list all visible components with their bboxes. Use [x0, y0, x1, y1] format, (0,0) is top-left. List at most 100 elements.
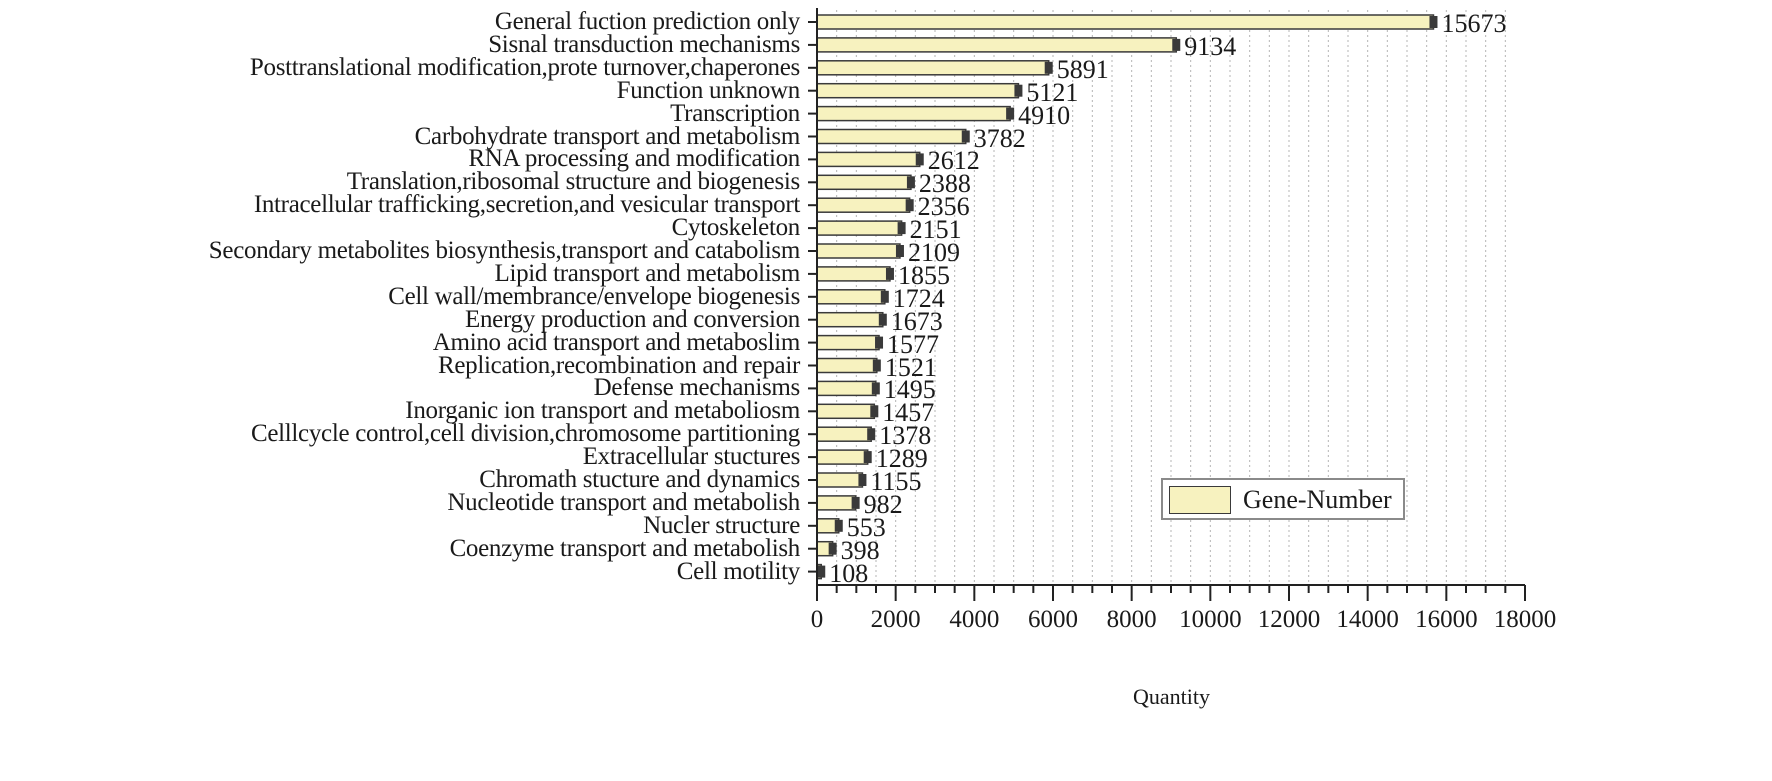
value-label: 1378 — [879, 421, 932, 451]
category-label: General fuction prediction only — [494, 8, 800, 35]
category-label: Extracellular stuctures — [582, 443, 801, 471]
value-label: 553 — [846, 512, 886, 542]
category-label: Energy production and conversion — [465, 305, 800, 333]
legend-swatch — [1169, 486, 1231, 514]
bar — [816, 495, 857, 511]
category-label: Function unknown — [616, 76, 801, 104]
value-label: 1521 — [884, 352, 937, 382]
value-label: 9134 — [1184, 31, 1237, 61]
bar — [816, 243, 901, 259]
x-tick-label: 18000 — [1493, 606, 1557, 633]
category-label: Amino acid transport and metaboslim — [432, 328, 801, 356]
category-label: Carbohydrate transport and metabolism — [414, 122, 801, 150]
value-label: 1855 — [897, 260, 950, 290]
bar-end-marker — [880, 290, 889, 303]
bar-end-marker — [851, 496, 860, 509]
bar — [816, 449, 869, 465]
value-label: 2151 — [909, 215, 962, 245]
x-tick-label: 8000 — [1106, 606, 1157, 633]
category-labels: General fuction prediction only Sisnal tr… — [0, 0, 801, 600]
x-tick-label: 6000 — [1028, 606, 1078, 633]
value-label: 2109 — [907, 238, 960, 267]
x-tick-label: 2000 — [870, 606, 921, 633]
category-label: Secondary metabolites biosynthesis,trans… — [208, 237, 801, 264]
category-label: Cell wall/membrance/envelope biogenesis — [388, 282, 800, 310]
value-label: 1289 — [875, 444, 928, 474]
value-label: 15673 — [1441, 9, 1507, 38]
bar — [816, 82, 1020, 99]
category-label: Inorganic ion transport and metaboliosm — [405, 397, 800, 425]
bar-end-marker — [915, 153, 924, 166]
bar — [816, 266, 891, 282]
bar-end-marker — [961, 130, 970, 143]
value-label: 1673 — [890, 306, 943, 336]
bar-end-marker — [897, 222, 906, 235]
bar — [816, 128, 967, 145]
category-label: Celllcycle control,cell division,chromos… — [250, 420, 800, 448]
bar-end-marker — [878, 313, 887, 326]
category-label: Intracellular trafficking,secretion,and … — [253, 191, 800, 219]
bar — [816, 151, 921, 168]
category-label: Nucler structure — [643, 511, 800, 539]
value-label: 5891 — [1056, 54, 1109, 84]
bar-end-marker — [867, 428, 876, 441]
bar — [816, 105, 1011, 122]
category-label: Cytoskeleton — [671, 214, 801, 242]
value-label: 108 — [829, 558, 869, 588]
bar-end-marker — [895, 245, 904, 257]
category-label: Chromath stucture and dynamics — [479, 466, 800, 493]
bar — [816, 220, 903, 236]
bar-end-marker — [1006, 107, 1015, 120]
bar-end-marker — [863, 451, 872, 464]
bar — [816, 403, 876, 420]
bar-end-marker — [906, 176, 915, 189]
value-label: 1155 — [870, 467, 922, 496]
bar-end-marker — [1429, 16, 1438, 28]
value-label: 3782 — [973, 123, 1026, 153]
category-label: RNA processing and modification — [468, 145, 800, 173]
bar — [816, 289, 886, 305]
bar-end-marker — [871, 382, 880, 395]
category-label: Translation,ribosomal structure and biog… — [346, 168, 801, 196]
bar-end-marker — [905, 199, 914, 212]
bar-end-marker — [885, 267, 894, 280]
bar-end-marker — [1172, 38, 1181, 51]
bar-end-marker — [1044, 61, 1053, 74]
bar-end-marker — [875, 336, 884, 349]
value-label: 1457 — [882, 398, 935, 428]
bar-end-marker — [872, 359, 881, 372]
bar-end-marker — [817, 565, 826, 578]
value-label: 5121 — [1026, 77, 1079, 107]
bar — [816, 426, 872, 442]
bar-end-marker — [858, 474, 867, 486]
category-label: Replication,recombination and repair — [438, 351, 800, 379]
x-tick-label: 16000 — [1415, 606, 1478, 633]
legend: Gene-Number — [1161, 478, 1405, 520]
value-label: 2356 — [917, 192, 970, 222]
bar — [816, 60, 1050, 76]
category-label: Nucleotide transport and metabolish — [447, 488, 800, 516]
x-axis-title: Quantity — [1133, 684, 1210, 709]
bar — [816, 197, 911, 213]
category-label: Sisnal transduction mechanisms — [488, 30, 800, 58]
category-label: Coenzyme transport and metabolish — [449, 534, 801, 562]
value-label: 398 — [840, 535, 880, 565]
value-label: 1495 — [883, 375, 936, 405]
value-label: 2388 — [918, 169, 971, 199]
bar-end-marker — [834, 519, 843, 532]
bar-end-marker — [828, 542, 837, 555]
bar — [816, 311, 884, 328]
x-tick-label: 14000 — [1336, 606, 1399, 633]
legend-label: Gene-Number — [1243, 485, 1392, 514]
category-label: Transcription — [670, 99, 800, 127]
value-label: 2612 — [927, 146, 980, 176]
category-label: Lipid transport and metabolism — [494, 259, 800, 287]
x-tick-label: 12000 — [1257, 606, 1321, 633]
category-label: Defense mechanisms — [593, 374, 801, 402]
bar — [816, 380, 877, 397]
bar — [816, 37, 1178, 53]
value-label: 4910 — [1018, 100, 1071, 130]
value-label: 1724 — [892, 283, 945, 313]
